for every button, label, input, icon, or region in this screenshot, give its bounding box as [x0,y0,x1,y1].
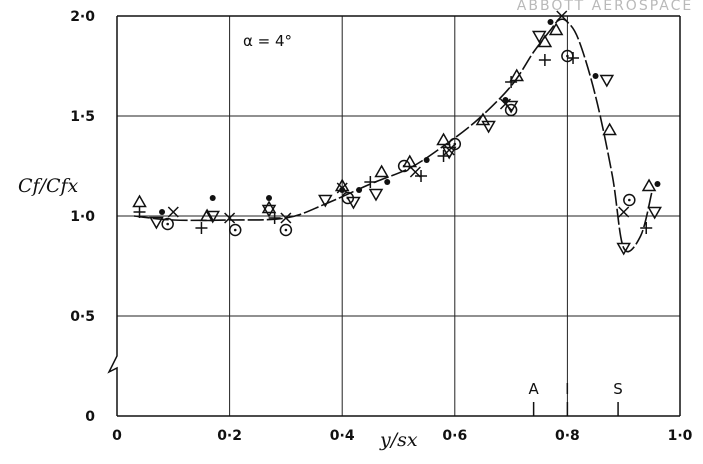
x-tick-label: 0·2 [217,428,242,444]
y-tick-label: 1·0 [70,209,95,225]
point-dot [339,187,346,193]
point-dot [502,97,509,103]
point-plus [538,54,551,66]
fair-curve-layer [133,18,653,253]
watermark: ABBOTT AEROSPACE [517,0,693,14]
point-dot [423,157,430,163]
x-tick-label: 0·8 [555,428,580,444]
point-circle-dot [504,103,518,117]
point-circle-dot [448,137,462,151]
y-tick-label: 0 [85,409,95,425]
y-axis-title: Cf/Cfx [18,175,79,197]
x-tick-label: 0·6 [442,428,467,444]
point-circle-dot-center [453,142,457,146]
point-triangle-up [602,122,617,136]
point-cross [499,98,512,110]
tick-labels-layer: 0 0·2 0·4 0·6 0·8 1·0 0 0·5 1·0 1·5 2·0 [70,9,692,444]
point-dot [384,179,391,185]
station-label: S [613,380,623,398]
point-circle-dot-center [402,164,406,168]
point-cross [167,206,179,218]
fair-curve [133,18,653,253]
point-circle-dot [228,223,242,237]
point-plus [505,76,518,88]
point-triangle-down [149,216,164,230]
point-triangle-up [475,112,491,126]
point-plus [640,222,653,234]
y-tick-label: 2·0 [70,9,95,25]
point-dot [654,181,661,187]
y-tick-label: 0·5 [70,309,95,325]
point-plus [415,170,428,182]
point-dot [356,187,363,193]
point-circle-dot-center [284,228,288,232]
point-triangle-up [261,200,277,214]
station-label: A [528,380,539,398]
point-triangle-down [531,30,547,44]
point-triangle-up [199,208,215,222]
point-plus [567,52,580,64]
point-circle-dot-center [566,54,569,58]
point-cross [618,206,630,218]
point-triangle-up [374,164,389,178]
point-plus [195,222,208,234]
point-circle-dot [279,223,293,237]
plot-frame [107,15,681,417]
point-dot [159,209,166,215]
point-triangle-up [641,178,657,192]
point-circle-dot [341,191,355,205]
y-axis-line-with-break [107,16,118,416]
data-points-layer [132,10,662,256]
point-cross [556,10,568,22]
point-dot [266,195,273,201]
point-dot [592,73,599,79]
alpha-annotation: α = 4° [243,32,292,50]
point-cross [224,212,236,224]
point-cross [443,144,455,156]
point-triangle-up [537,34,553,48]
point-triangle-down [205,210,221,224]
point-circle-dot-center [233,228,237,232]
point-dot [209,195,216,201]
point-circle-dot-center [509,108,513,112]
point-circle-dot [623,193,636,207]
x-tick-label: 1·0 [668,428,693,444]
point-triangle-down [647,206,662,220]
point-plus [268,212,281,224]
point-triangle-down [481,120,496,134]
x-tick-label: 0 [112,428,122,444]
point-plus [133,206,146,218]
point-plus [364,176,377,188]
x-axis-title: y/sx [379,429,418,451]
point-triangle-down [261,204,277,218]
point-triangle-down [616,242,631,256]
point-triangle-down [368,188,384,202]
point-triangle-down [318,194,333,208]
y-tick-label: 1·5 [70,109,95,125]
point-circle-dot [397,159,411,173]
x-tick-label: 0·4 [330,428,355,444]
point-circle-dot-center [346,196,350,200]
point-cross [280,212,292,224]
point-dot [547,19,554,25]
point-triangle-down [599,74,615,88]
station-label: I [565,380,569,398]
point-circle-dot-center [628,198,631,202]
point-plus [437,150,450,162]
point-circle-dot-center [166,222,169,226]
point-triangle-up [132,194,147,208]
point-triangle-up [509,68,525,82]
point-circle-dot [161,217,174,231]
point-triangle-up [436,132,451,146]
point-triangle-up [548,22,564,36]
